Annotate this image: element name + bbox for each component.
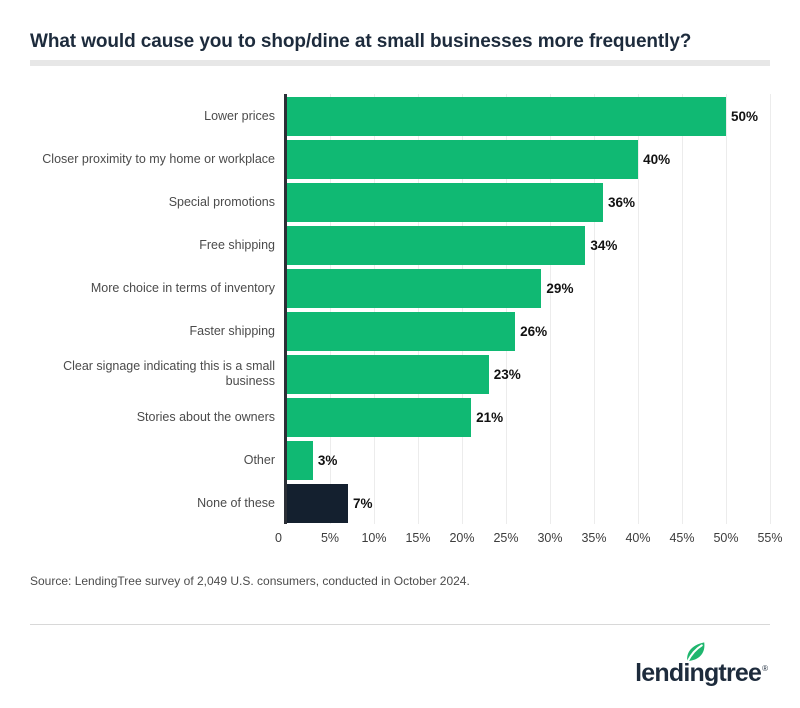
footer: lendingtree® bbox=[30, 642, 770, 687]
value-label: 26% bbox=[520, 323, 548, 339]
bar-row: None of these 7% bbox=[30, 483, 770, 523]
lendingtree-logo: lendingtree® bbox=[635, 642, 768, 687]
category-label: Faster shipping bbox=[189, 323, 275, 338]
bar bbox=[286, 139, 639, 179]
bar-rows: Lower prices 50% Closer proximity to my ho… bbox=[30, 94, 770, 524]
bar-row: More choice in terms of inventory 29% bbox=[30, 268, 770, 308]
bar-track: 50% bbox=[284, 96, 770, 136]
bar bbox=[286, 96, 727, 136]
value-label: 36% bbox=[607, 194, 635, 210]
bar-track: 36% bbox=[284, 182, 770, 222]
bar-row: Lower prices 50% bbox=[30, 96, 770, 136]
bar-track: 7% bbox=[284, 483, 770, 523]
category-label: Lower prices bbox=[204, 108, 275, 123]
bar bbox=[286, 483, 349, 523]
axis-tick-label: 0 bbox=[275, 530, 282, 545]
axis-tick-label: 45% bbox=[669, 530, 695, 545]
bar bbox=[286, 397, 472, 437]
bar-row: Closer proximity to my home or workplace… bbox=[30, 139, 770, 179]
value-label: 29% bbox=[546, 280, 574, 296]
axis-tick-label: 5% bbox=[320, 530, 340, 545]
bar bbox=[286, 182, 603, 222]
bar-row: Faster shipping 26% bbox=[30, 311, 770, 351]
axis-tick-label: 15% bbox=[405, 530, 431, 545]
bar bbox=[286, 354, 489, 394]
gridline bbox=[770, 93, 771, 524]
leaf-icon bbox=[683, 640, 708, 668]
logo-wordmark: lendingtree bbox=[635, 658, 762, 687]
category-label: Clear signage indicating this is a small… bbox=[63, 359, 275, 389]
bar-track: 3% bbox=[284, 440, 770, 480]
axis-tick-label: 20% bbox=[449, 530, 475, 545]
footer-divider bbox=[30, 623, 770, 625]
value-label: 34% bbox=[590, 237, 618, 253]
bar-track: 26% bbox=[284, 311, 770, 351]
title-divider bbox=[30, 59, 770, 66]
bar-track: 29% bbox=[284, 268, 770, 308]
axis-tick-label: 10% bbox=[361, 530, 387, 545]
bar bbox=[286, 225, 586, 265]
value-label: 7% bbox=[353, 495, 373, 511]
bar-row: Clear signage indicating this is a small… bbox=[30, 354, 770, 394]
page-title: What would cause you to shop/dine at sma… bbox=[30, 31, 692, 52]
value-label: 23% bbox=[493, 366, 521, 382]
axis-tick-label: 40% bbox=[625, 530, 651, 545]
bar bbox=[286, 268, 542, 308]
category-label: Other bbox=[243, 452, 275, 467]
bar-track: 21% bbox=[284, 397, 770, 437]
value-label: 40% bbox=[643, 151, 671, 167]
axis-tick-label: 50% bbox=[713, 530, 739, 545]
category-label: Closer proximity to my home or workplace bbox=[42, 151, 275, 166]
plot-area: Lower prices 50% Closer proximity to my ho… bbox=[30, 93, 771, 524]
axis-tick-label: 25% bbox=[493, 530, 519, 545]
axis-tick-label: 30% bbox=[537, 530, 563, 545]
bar-row: Special promotions 36% bbox=[30, 182, 770, 222]
value-label: 21% bbox=[476, 409, 504, 425]
bar-chart: Lower prices 50% Closer proximity to my ho… bbox=[30, 93, 783, 550]
category-label: Free shipping bbox=[199, 237, 275, 252]
bar-track: 23% bbox=[284, 354, 770, 394]
category-label: None of these bbox=[197, 495, 275, 510]
bar-row: Other 3% bbox=[30, 440, 770, 480]
category-label: More choice in terms of inventory bbox=[90, 280, 275, 295]
category-label: Stories about the owners bbox=[136, 409, 275, 424]
bar bbox=[286, 440, 313, 480]
bar-track: 34% bbox=[284, 225, 770, 265]
bar-row: Free shipping 34% bbox=[30, 225, 770, 265]
axis-tick-label: 55% bbox=[757, 530, 783, 545]
bar-track: 40% bbox=[284, 139, 770, 179]
infographic: What would cause you to shop/dine at sma… bbox=[30, 31, 783, 687]
y-axis-line bbox=[284, 93, 287, 524]
value-label: 50% bbox=[731, 108, 759, 124]
value-label: 3% bbox=[317, 452, 338, 468]
source-note: Source: LendingTree survey of 2,049 U.S.… bbox=[30, 573, 470, 588]
registered-trademark: ® bbox=[762, 663, 768, 673]
x-axis: 0 5% 10% 15% 20% 25% 30% 35% 40% 45% 50% 55% bbox=[275, 524, 782, 550]
bar bbox=[286, 311, 516, 351]
bar-row: Stories about the owners 21% bbox=[30, 397, 770, 437]
axis-tick-label: 35% bbox=[581, 530, 607, 545]
category-label: Special promotions bbox=[168, 194, 275, 209]
